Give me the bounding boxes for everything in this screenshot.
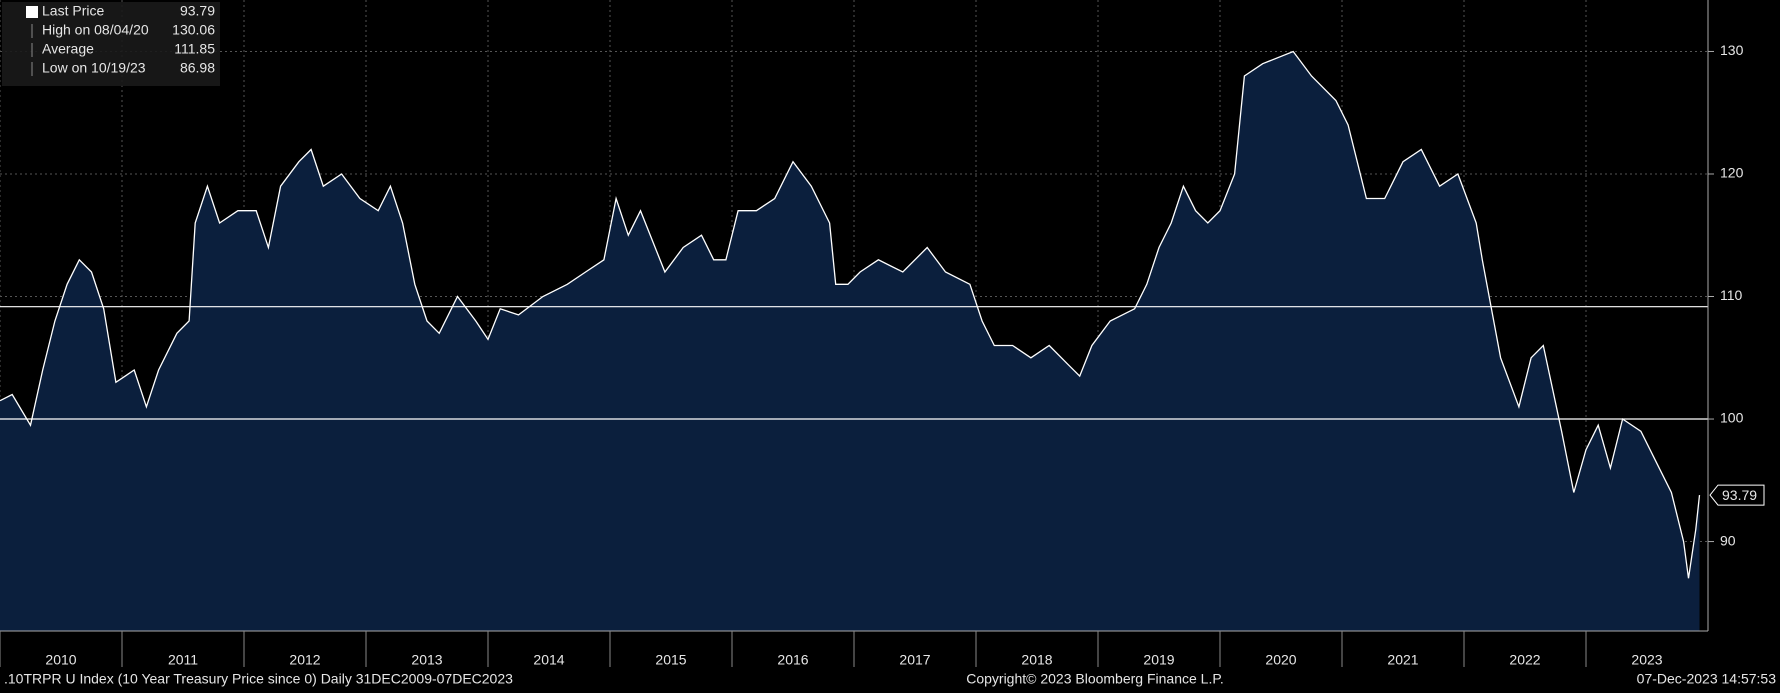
x-tick-label: 2010 — [45, 652, 76, 668]
x-tick-label: 2015 — [655, 652, 686, 668]
y-tick-label: 100 — [1720, 410, 1744, 426]
legend-value: 130.06 — [172, 22, 215, 38]
footer-source: .10TRPR U Index (10 Year Treasury Price … — [4, 671, 513, 687]
y-tick-label: 120 — [1720, 165, 1744, 181]
y-tick-label: 90 — [1720, 532, 1736, 548]
x-tick-label: 2011 — [168, 652, 198, 668]
legend-label: Last Price — [42, 3, 104, 19]
price-line — [0, 50, 1701, 579]
x-tick-label: 2022 — [1509, 652, 1540, 668]
x-tick-label: 2013 — [411, 652, 442, 668]
x-tick-label: 2012 — [289, 652, 320, 668]
x-tick-label: 2017 — [899, 652, 930, 668]
legend-value: 111.85 — [174, 41, 215, 57]
x-tick-label: 2014 — [533, 652, 564, 668]
legend-label: High on 08/04/20 — [42, 22, 149, 38]
last-price-tag — [1709, 484, 1765, 506]
legend-value: 93.79 — [180, 3, 215, 19]
legend-label: Low on 10/19/23 — [42, 60, 146, 76]
legend-swatch — [26, 6, 38, 18]
footer-timestamp: 07-Dec-2023 14:57:53 — [1637, 671, 1777, 687]
x-tick-label: 2020 — [1265, 652, 1296, 668]
legend-value: 86.98 — [180, 60, 215, 76]
legend-label: Average — [42, 41, 94, 57]
legend-box — [2, 2, 220, 86]
area-fill — [0, 51, 1700, 631]
x-tick-label: 2019 — [1143, 652, 1174, 668]
x-tick-label: 2016 — [777, 652, 808, 668]
footer-copyright: Copyright© 2023 Bloomberg Finance L.P. — [966, 671, 1224, 687]
plot-area — [0, 0, 1708, 631]
x-tick-label: 2021 — [1387, 652, 1418, 668]
last-price-label: 93.79 — [1722, 487, 1757, 503]
x-tick-label: 2018 — [1021, 652, 1052, 668]
y-tick-label: 110 — [1720, 287, 1743, 303]
x-tick-label: 2023 — [1631, 652, 1662, 668]
y-tick-label: 130 — [1720, 42, 1744, 58]
